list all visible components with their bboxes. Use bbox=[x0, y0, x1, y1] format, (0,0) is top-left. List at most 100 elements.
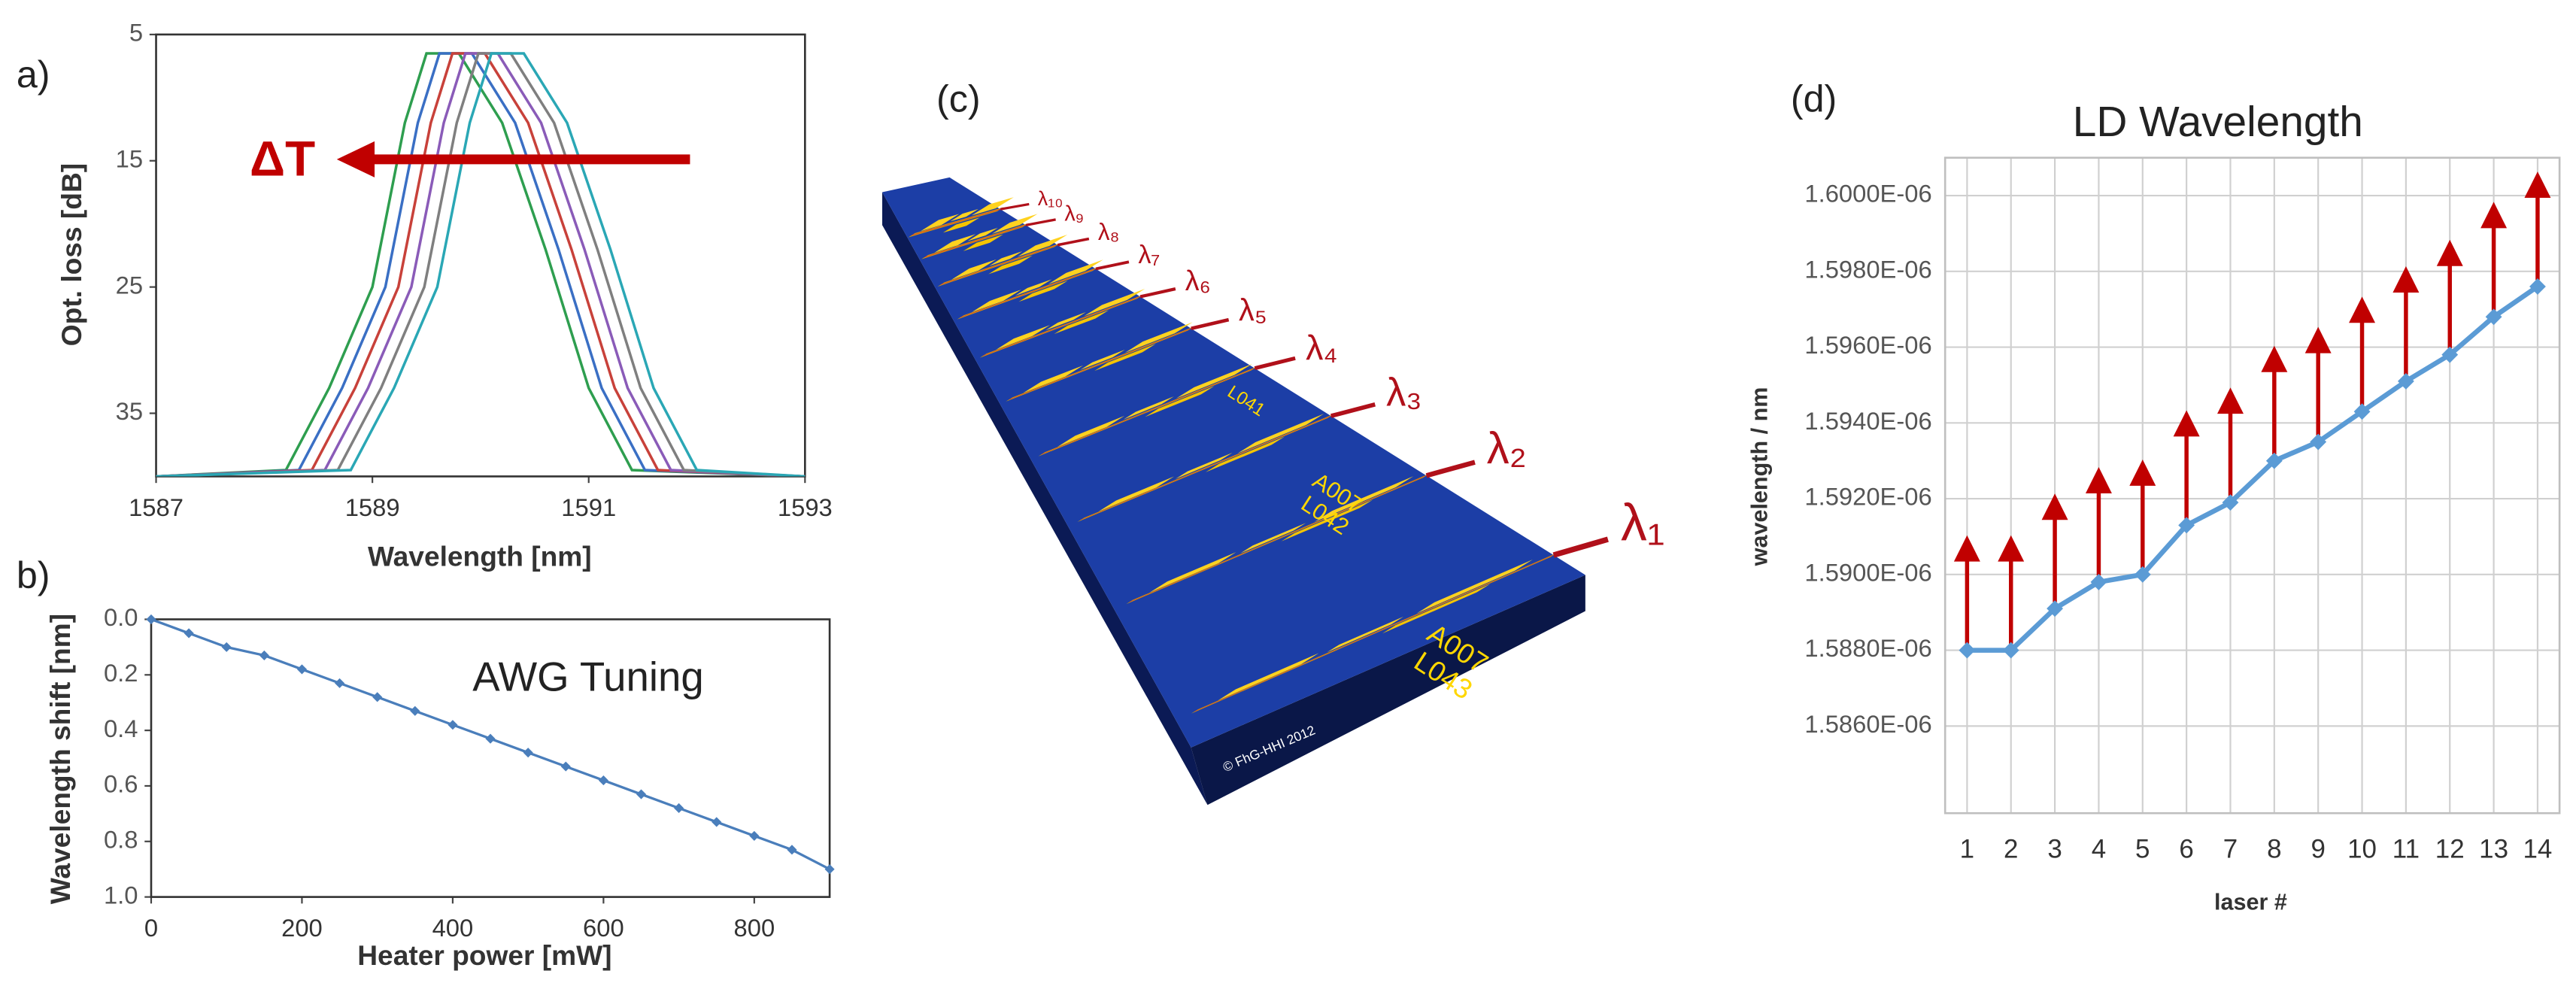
x-tick-label: 1593 bbox=[778, 493, 833, 521]
data-point bbox=[2178, 517, 2195, 534]
annotation: ΔT bbox=[250, 132, 315, 187]
shift-arrow-head bbox=[2217, 387, 2244, 414]
wavelength-label: λ₆ bbox=[1185, 265, 1211, 296]
emission-arrow bbox=[1254, 356, 1296, 371]
pad bbox=[1314, 476, 1414, 523]
pad bbox=[1123, 396, 1174, 420]
data-line bbox=[156, 52, 806, 477]
x-axis-label: Wavelength [nm] bbox=[368, 540, 592, 572]
pad bbox=[963, 234, 1003, 251]
data-point bbox=[184, 628, 194, 639]
x-tick-label: 14 bbox=[2523, 835, 2553, 864]
data-point bbox=[2002, 642, 2019, 659]
y-tick-label: 1.5940E-06 bbox=[1804, 407, 1931, 435]
data-line bbox=[156, 52, 806, 477]
data-point bbox=[485, 733, 496, 744]
x-tick-label: 3 bbox=[2047, 835, 2062, 864]
pad bbox=[1237, 414, 1324, 454]
pad bbox=[1327, 616, 1404, 653]
data-point bbox=[410, 705, 420, 716]
data-point bbox=[372, 692, 383, 702]
data-point bbox=[787, 845, 797, 855]
data-point bbox=[2047, 600, 2064, 617]
pad bbox=[1176, 363, 1253, 399]
pad bbox=[1023, 365, 1084, 393]
data-point bbox=[448, 720, 458, 730]
x-tick-label: 9 bbox=[2311, 835, 2325, 864]
emission-arrow bbox=[1057, 237, 1090, 247]
panel-label: (d) bbox=[1791, 78, 1837, 120]
x-tick-label: 400 bbox=[432, 914, 474, 942]
y-tick-label: 1.0 bbox=[104, 881, 138, 909]
chart: a) Wavelength [nm] Opt. loss [dB] 5 15 25 35 15… bbox=[17, 19, 833, 572]
chart: (d) LD Wavelength laser # wavelength / nm 1.… bbox=[1747, 78, 2561, 915]
pad bbox=[1080, 349, 1125, 370]
data-point bbox=[259, 650, 269, 661]
shift-arrow-head bbox=[2129, 459, 2156, 486]
panel-label: b) bbox=[17, 554, 50, 596]
data-point bbox=[2397, 372, 2414, 390]
x-tick-label: 800 bbox=[734, 914, 775, 942]
pad bbox=[989, 250, 1023, 266]
y-tick-label: 1.5980E-06 bbox=[1804, 255, 1931, 283]
chip-top bbox=[881, 177, 1585, 748]
pad bbox=[951, 259, 997, 280]
annotation-arrow-head bbox=[336, 141, 375, 177]
stripe bbox=[1008, 327, 1193, 401]
pad bbox=[971, 197, 1014, 216]
shift-arrow-head bbox=[2304, 326, 2332, 353]
x-axis-label: laser # bbox=[2214, 889, 2287, 915]
x-tick-label: 5 bbox=[2135, 835, 2150, 864]
y-tick-label: 1.6000E-06 bbox=[1804, 180, 1931, 208]
emission-arrow bbox=[1330, 402, 1376, 418]
pad bbox=[1018, 281, 1068, 302]
pad bbox=[1057, 415, 1125, 447]
y-tick-label: 15 bbox=[116, 144, 143, 172]
data-point bbox=[2441, 346, 2459, 363]
shift-arrow-head bbox=[2041, 493, 2068, 520]
emission-arrow bbox=[1425, 460, 1476, 478]
stripe bbox=[1079, 415, 1333, 521]
pad bbox=[1084, 289, 1145, 317]
pad bbox=[992, 214, 1038, 234]
x-axis-label: Heater power [mW] bbox=[357, 939, 611, 971]
pad bbox=[967, 227, 998, 241]
stripe bbox=[1040, 367, 1256, 455]
x-tick-label: 4 bbox=[2092, 835, 2106, 864]
data-point bbox=[2265, 452, 2283, 469]
data-point bbox=[2222, 494, 2239, 511]
shift-arrow-head bbox=[2085, 467, 2112, 493]
pad bbox=[996, 325, 1051, 350]
pad bbox=[972, 290, 1021, 312]
x-tick-label: 0 bbox=[144, 914, 158, 942]
x-tick-label: 11 bbox=[2392, 835, 2420, 864]
pad bbox=[934, 234, 976, 253]
pad bbox=[1054, 310, 1109, 335]
chart-title: LD Wavelength bbox=[2073, 99, 2363, 146]
pad bbox=[942, 217, 980, 233]
pad bbox=[921, 214, 960, 232]
stripe bbox=[982, 296, 1142, 356]
data-point bbox=[2090, 573, 2107, 590]
pad bbox=[1205, 436, 1285, 472]
x-tick-label: 10 bbox=[2347, 835, 2377, 864]
data-line bbox=[156, 52, 806, 477]
y-tick-label: 0.2 bbox=[104, 659, 138, 687]
pad bbox=[1149, 552, 1236, 593]
x-tick-label: 1591 bbox=[561, 493, 616, 521]
pad bbox=[1382, 584, 1491, 634]
pad bbox=[1218, 653, 1319, 701]
wavelength-label: λ₁₀ bbox=[1038, 187, 1063, 210]
data-line bbox=[156, 52, 806, 477]
pad bbox=[1094, 344, 1156, 372]
pad bbox=[1145, 386, 1215, 417]
chip-side bbox=[881, 192, 1208, 805]
pad bbox=[1281, 499, 1373, 542]
data-point bbox=[1959, 642, 1976, 659]
wavelength-label: λ₇ bbox=[1138, 241, 1160, 269]
shift-arrow-head bbox=[2349, 296, 2376, 323]
data-line bbox=[156, 52, 806, 477]
x-tick-label: 6 bbox=[2179, 835, 2193, 864]
shift-arrow-head bbox=[2392, 266, 2420, 293]
